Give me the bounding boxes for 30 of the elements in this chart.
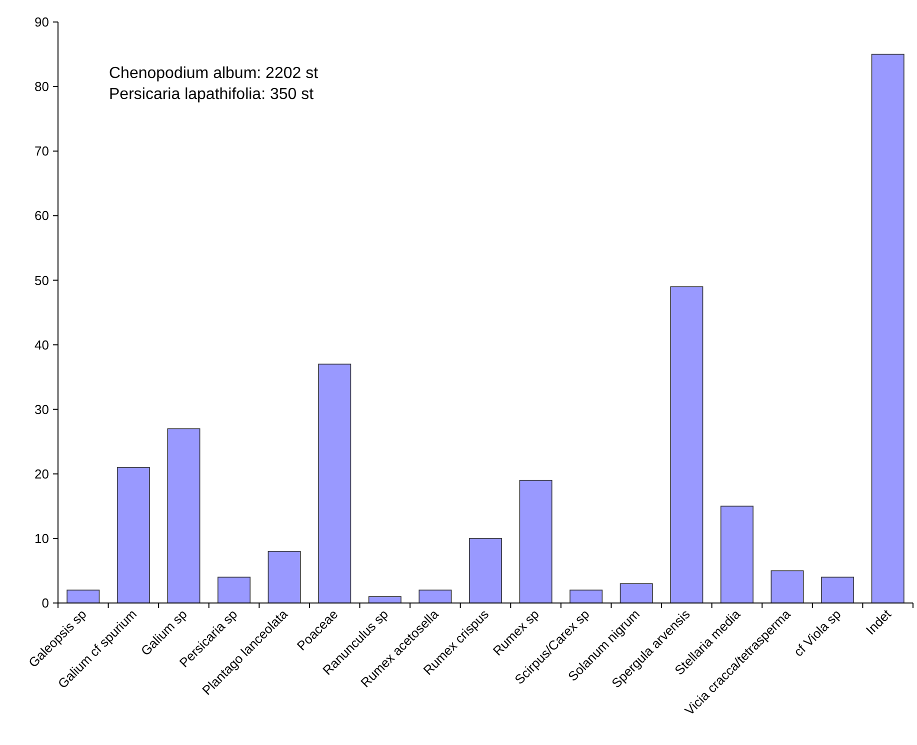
bar <box>268 550 301 604</box>
y-tick-label: 60 <box>34 208 49 224</box>
y-tick-label: 20 <box>34 466 49 482</box>
bar <box>116 467 150 604</box>
bar <box>66 590 100 604</box>
bar <box>469 538 502 604</box>
y-tick-label: 10 <box>34 530 49 546</box>
bar <box>720 506 754 604</box>
y-tick-label: 40 <box>34 337 49 352</box>
bar <box>620 583 653 604</box>
bar <box>670 286 704 604</box>
bar <box>418 590 452 604</box>
annotation: Chenopodium album: 2202 st <box>109 65 319 82</box>
bar <box>167 428 200 604</box>
y-tick-label: 70 <box>34 144 49 159</box>
bar <box>519 480 552 604</box>
bar <box>318 364 352 604</box>
bar <box>218 576 251 604</box>
bar <box>368 596 402 604</box>
bar <box>821 576 854 604</box>
bar <box>770 570 804 604</box>
bar <box>871 54 904 604</box>
y-tick-label: 50 <box>34 272 49 288</box>
x-tick-label: cf Viola sp <box>790 606 844 660</box>
annotation: Persicaria lapathifolia: 350 st <box>109 86 314 103</box>
bar <box>570 590 603 604</box>
y-tick-label: 30 <box>34 402 49 417</box>
y-tick-label: 80 <box>34 79 49 94</box>
y-tick-label: 0 <box>42 596 49 611</box>
y-tick-label: 90 <box>34 14 49 30</box>
